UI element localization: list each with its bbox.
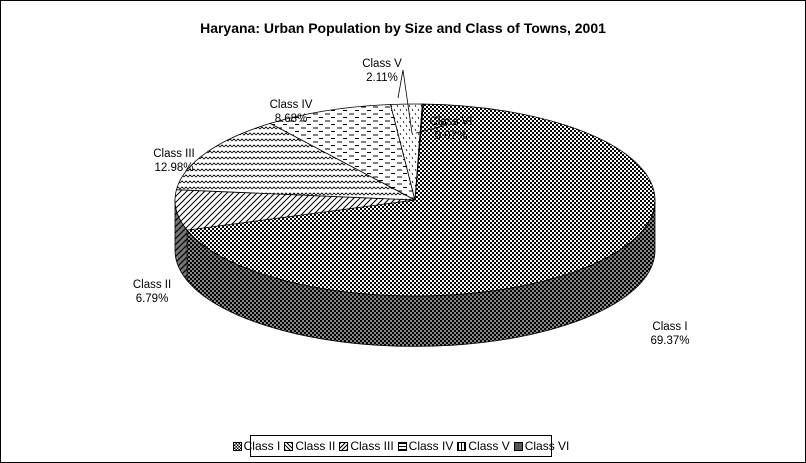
data-label-value-class-vi: 0.07% [435, 130, 468, 142]
pie-slice-class-iv [269, 104, 416, 201]
legend-swatch-class-iii [339, 441, 349, 451]
legend-label-class-vi: Class VI [524, 439, 570, 453]
legend-item-class-i: Class I [232, 439, 281, 453]
legend-item-class-iv: Class IV [397, 439, 454, 453]
data-label-value-class-i: 69.37% [650, 335, 689, 347]
data-label-name-class-vi: Class VI [430, 116, 473, 128]
legend-item-class-v: Class V [457, 439, 510, 453]
data-label-name-class-ii: Class II [133, 279, 171, 291]
data-label-name-class-iii: Class III [153, 148, 195, 160]
legend-label-class-i: Class I [243, 439, 281, 453]
legend: Class I Class II Class III Class IV Class V C… [232, 435, 569, 457]
data-label-name-class-i: Class I [652, 321, 687, 333]
data-label-value-class-ii: 6.79% [136, 293, 169, 305]
legend-label-class-v: Class V [468, 439, 510, 453]
data-label-name-class-iv: Class IV [270, 99, 313, 111]
legend-item-class-iii: Class III [339, 439, 394, 453]
data-label-value-class-v: 2.11% [366, 72, 398, 84]
leader-line-class-vi [415, 124, 448, 134]
legend-label-class-iii: Class III [350, 439, 394, 453]
legend-swatch-class-i [232, 441, 242, 451]
legend-swatch-class-v [457, 441, 467, 451]
legend-item-class-ii: Class II [284, 439, 335, 453]
leader-line-class-v [397, 69, 413, 134]
pie-slice-class-iii [175, 122, 416, 201]
legend-item-class-vi: Class VI [513, 439, 570, 453]
data-label-value-class-iii: 12.98% [154, 162, 193, 174]
pie-slice-class-vi [414, 103, 424, 201]
legend-swatch-class-iv [397, 441, 407, 451]
chart-title: Haryana: Urban Population by Size and Cl… [200, 20, 606, 36]
data-label-name-class-v: Class V [362, 58, 402, 70]
legend-swatch-class-ii [284, 441, 294, 451]
legend-swatch-class-vi [513, 441, 523, 451]
legend-label-class-iv: Class IV [408, 439, 454, 453]
legend-label-class-ii: Class II [295, 439, 336, 453]
data-label-value-class-iv: 8.68% [275, 113, 308, 125]
pie-slice-class-i [186, 103, 656, 297]
